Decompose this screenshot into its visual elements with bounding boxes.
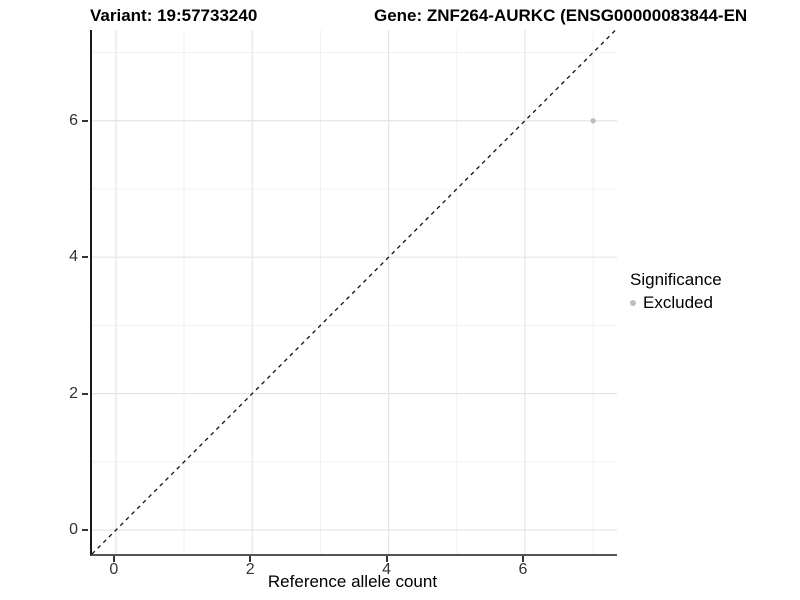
x-tick-mark <box>112 556 115 562</box>
y-tick-label: 6 <box>69 111 78 129</box>
x-tick-label: 4 <box>382 561 392 578</box>
data-point <box>590 118 596 124</box>
x-tick-label: 0 <box>109 561 119 578</box>
y-tick-mark <box>82 119 88 122</box>
x-tick-mark <box>249 556 252 562</box>
legend-title: Significance <box>630 270 722 289</box>
x-axis-title: Reference allele count <box>267 572 438 591</box>
legend: Significance Excluded <box>630 270 722 313</box>
y-tick-mark <box>82 392 88 395</box>
legend-items: Excluded <box>630 293 722 313</box>
y-tick-label: 0 <box>69 521 78 539</box>
x-tick-mark <box>385 556 388 562</box>
legend-item-label: Excluded <box>643 293 713 312</box>
x-tick-label: 2 <box>245 561 255 578</box>
plot-title-variant: Variant: 19:57733240 <box>90 6 258 25</box>
scatter-plot-svg <box>92 30 617 554</box>
x-tick-label: 6 <box>518 561 528 578</box>
legend-item: Excluded <box>630 293 722 313</box>
y-tick-label: 2 <box>69 384 78 402</box>
legend-point-icon <box>630 300 636 306</box>
plot-panel <box>90 30 617 556</box>
y-tick-label: 4 <box>69 248 78 266</box>
y-tick-mark <box>82 256 88 259</box>
plot-title-gene: Gene: ZNF264-AURKC (ENSG00000083844-EN <box>374 6 748 25</box>
y-tick-mark <box>82 529 88 532</box>
identity-line <box>92 30 617 554</box>
x-tick-mark <box>521 556 524 562</box>
